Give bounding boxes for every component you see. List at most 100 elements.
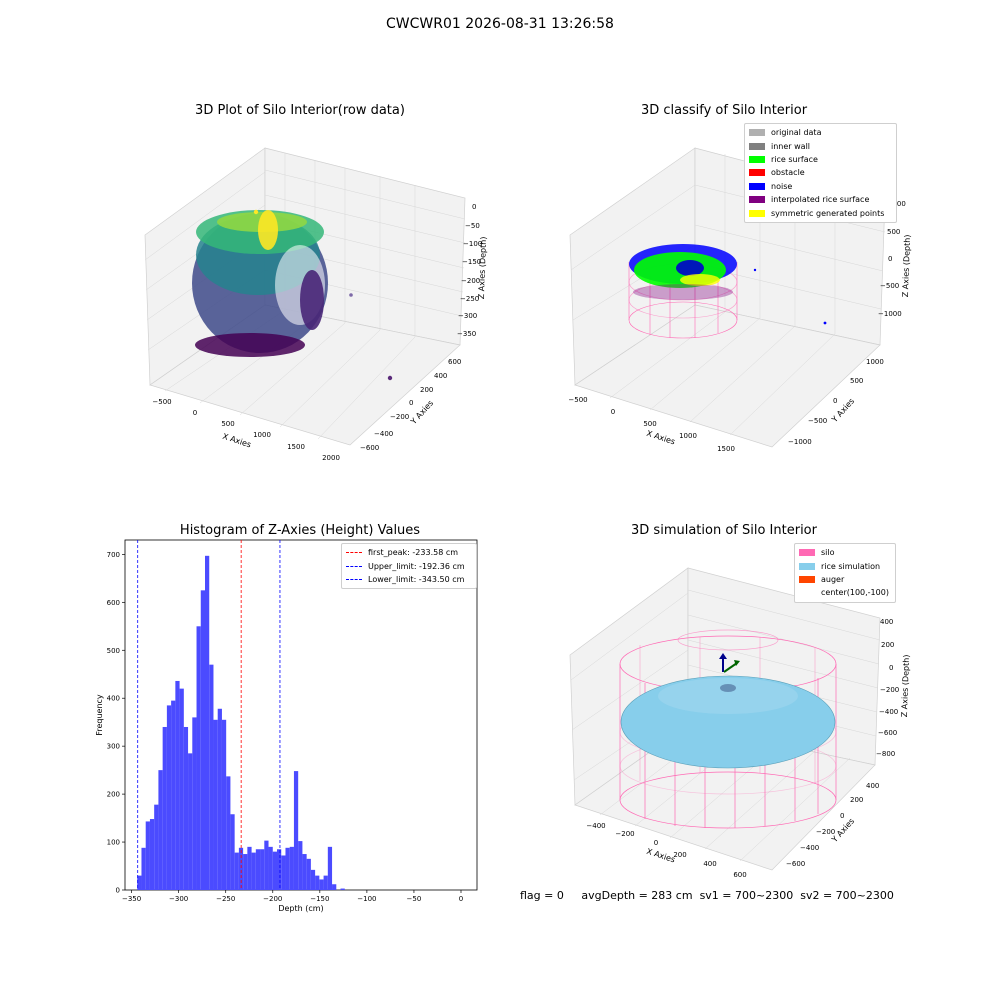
simulation-z-ticks: 400 200 0 −200 −400 −600 −800	[876, 618, 899, 758]
flag-text: flag = 0	[520, 889, 564, 902]
legend-line	[346, 578, 362, 580]
y-tick: 0	[409, 399, 413, 407]
histogram-y-axis-label: Frequency	[95, 694, 104, 736]
y-tick-label: 100	[107, 839, 120, 847]
histogram-y-ticks: 0 100 200 300 400 500 600 700	[107, 551, 125, 895]
histogram-bar	[243, 854, 248, 890]
histogram-bar	[264, 840, 269, 890]
histogram-bar	[277, 849, 282, 890]
histogram-bar	[272, 851, 277, 890]
histogram-bar	[137, 875, 142, 890]
raw-x-ticks: −500 0 500 1000 1500 2000	[152, 398, 340, 462]
histogram-bar	[302, 854, 307, 890]
legend-swatch	[799, 575, 815, 583]
x-tick: −200	[615, 830, 634, 838]
sv2-text: sv2 = 700~2300	[800, 889, 894, 902]
histogram-bar	[230, 814, 235, 890]
histogram-bar	[234, 852, 239, 890]
histogram-bar	[260, 849, 265, 890]
z-tick: −500	[880, 282, 899, 290]
legend-label: rice simulation	[821, 561, 881, 571]
legend-label: obstacle	[771, 168, 805, 178]
legend-item: Upper_limit: -192.36 cm	[346, 559, 472, 572]
x-tick: 1500	[717, 445, 735, 453]
histogram-bar	[171, 700, 176, 890]
histogram-bar	[298, 841, 303, 890]
simulation-legend: silo rice simulation auger center(100,-1…	[794, 543, 896, 603]
histogram-bar	[289, 846, 294, 890]
x-tick-label: −50	[407, 895, 422, 903]
legend-swatch	[749, 129, 765, 137]
classify-x-ticks: −500 0 500 1000 1500	[568, 396, 735, 453]
y-tick: 500	[850, 377, 863, 385]
raw-z-ticks: 0 −50 −100 −150 −200 −250 −300 −350	[457, 203, 482, 338]
x-tick: 400	[703, 860, 716, 868]
x-tick-label: −150	[310, 895, 329, 903]
y-tick: 600	[448, 358, 461, 366]
legend-item: symmetric generated points	[749, 206, 892, 219]
y-tick-label: 400	[107, 695, 120, 703]
histogram-bar	[213, 719, 218, 890]
y-tick-label: 200	[107, 791, 120, 799]
y-tick: 400	[434, 372, 447, 380]
legend-swatch	[799, 562, 815, 570]
legend-swatch	[749, 155, 765, 163]
z-tick: 500	[887, 228, 900, 236]
legend-label: first_peak: -233.58 cm	[368, 548, 459, 558]
histogram-bar	[149, 819, 155, 890]
figure-title: CWCWR01 2026-08-31 13:26:58	[386, 16, 614, 32]
y-tick: −200	[816, 828, 835, 836]
legend-label: silo	[821, 548, 835, 558]
z-tick: −300	[458, 312, 477, 320]
status-footer: flag = 0 avgDepth = 283 cm sv1 = 700~230…	[520, 889, 894, 902]
histogram-bar	[221, 719, 227, 890]
histogram-bar	[323, 875, 328, 890]
legend-item: silo	[799, 546, 891, 559]
legend-item: interpolated rice surface	[749, 193, 892, 206]
x-tick: 500	[643, 420, 656, 428]
histogram-x-ticks: −350 −300 −250 −200 −150 −100 −50 0	[122, 890, 463, 903]
z-tick: 0	[888, 255, 892, 263]
legend-label: original data	[771, 128, 822, 138]
histogram-x-axis-label: Depth (cm)	[278, 904, 323, 913]
y-tick-label: 600	[107, 599, 120, 607]
histogram-bar	[247, 846, 252, 890]
y-tick: −600	[360, 444, 379, 452]
legend-label: inner wall	[771, 141, 811, 151]
classify-legend: original data inner wall rice surface ob…	[744, 123, 897, 223]
histogram-bar	[141, 847, 146, 890]
x-tick: 600	[733, 871, 746, 879]
auger-arrows	[719, 653, 740, 673]
histogram-bar	[183, 726, 189, 890]
z-tick: −400	[879, 708, 898, 716]
histogram-bar	[251, 852, 256, 890]
legend-item: first_peak: -233.58 cm	[346, 546, 472, 559]
histogram-bar	[192, 717, 197, 890]
legend-label: rice surface	[771, 154, 818, 164]
histogram-bar	[255, 849, 261, 890]
sv1-text: sv1 = 700~2300	[699, 889, 794, 902]
z-tick: −150	[462, 258, 481, 266]
histogram-bar	[238, 847, 244, 890]
histogram-bar	[285, 847, 290, 890]
z-tick: 0	[472, 203, 476, 211]
y-tick-label: 0	[116, 887, 120, 895]
x-tick: −500	[152, 398, 171, 406]
z-tick: −250	[460, 295, 479, 303]
classify-z-axis-label: Z Axies (Depth)	[901, 234, 912, 297]
y-tick: 200	[850, 796, 863, 804]
legend-label: center(100,-100)	[821, 588, 889, 598]
classify-point-cloud	[629, 244, 827, 325]
y-tick: −400	[374, 430, 393, 438]
legend-item: Lower_limit: -343.50 cm	[346, 573, 472, 586]
histogram-bar	[154, 804, 159, 890]
histogram-reference-lines	[137, 540, 281, 890]
z-tick: 400	[880, 618, 893, 626]
histogram-bar	[196, 626, 201, 890]
simulation-x-ticks: −400 −200 0 200 400 600	[586, 822, 746, 879]
z-tick: −50	[465, 222, 480, 230]
histogram-bar	[179, 688, 184, 890]
x-tick-label: −100	[357, 895, 376, 903]
simulation-x-axis-label: X Axies	[645, 847, 676, 865]
